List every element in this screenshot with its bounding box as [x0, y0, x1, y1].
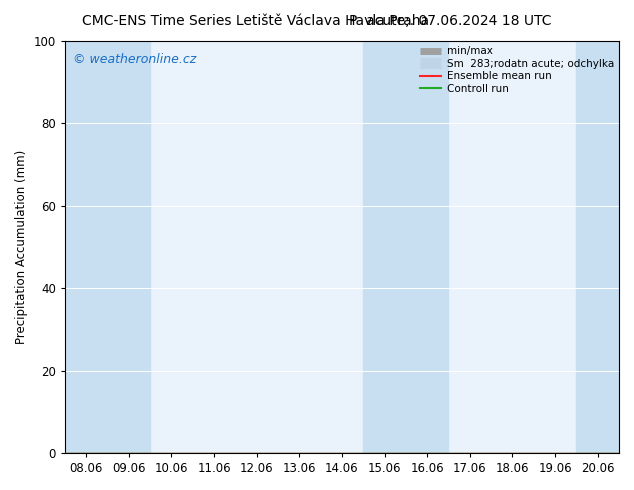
Bar — [107, 41, 150, 453]
Text: P  acute;. 07.06.2024 18 UTC: P acute;. 07.06.2024 18 UTC — [349, 14, 552, 28]
Bar — [406, 41, 448, 453]
Text: © weatheronline.cz: © weatheronline.cz — [73, 53, 197, 67]
Text: CMC-ENS Time Series Letiště Václava Havla Praha: CMC-ENS Time Series Letiště Václava Havl… — [82, 14, 430, 28]
Bar — [576, 41, 619, 453]
Legend: min/max, Sm  283;rodatn acute; odchylka, Ensemble mean run, Controll run: min/max, Sm 283;rodatn acute; odchylka, … — [418, 44, 616, 96]
Y-axis label: Precipitation Accumulation (mm): Precipitation Accumulation (mm) — [15, 150, 28, 344]
Bar — [65, 41, 107, 453]
Bar — [363, 41, 406, 453]
